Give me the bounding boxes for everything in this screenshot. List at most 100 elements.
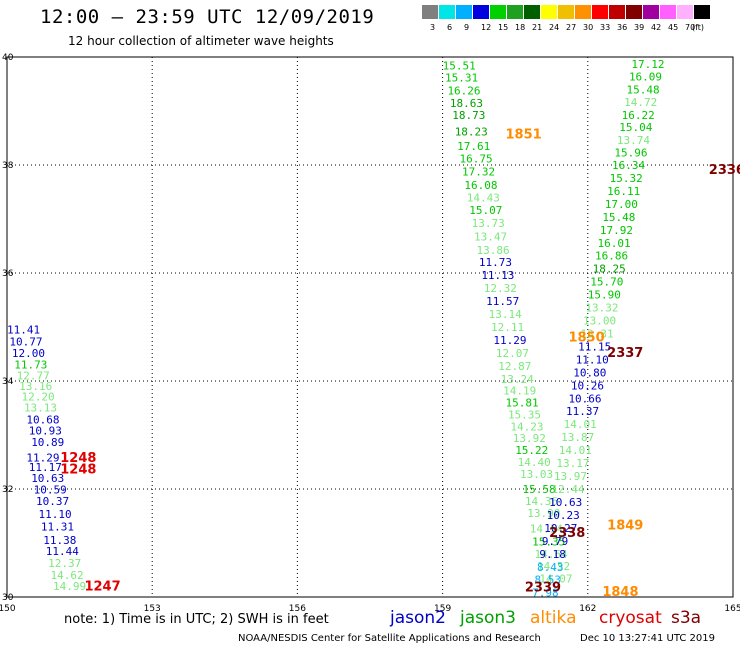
y-tick-label: 34 — [2, 377, 14, 387]
y-tick-label: 32 — [2, 485, 13, 495]
wave-height-value: 12.20 — [22, 391, 55, 404]
wave-height-value: 10.93 — [29, 425, 62, 438]
colorbar-label: 30 — [583, 23, 594, 32]
colorbar-swatch — [626, 5, 642, 19]
wave-height-value: 15.51 — [443, 60, 476, 73]
wave-height-value: 10.26 — [571, 379, 604, 392]
wave-height-value: 15.22 — [515, 444, 548, 457]
wave-height-value: 10.27 — [544, 522, 577, 535]
wave-height-value: 14.40 — [518, 456, 551, 469]
wave-height-value: 10.63 — [31, 472, 64, 485]
wave-height-value: 10.63 — [549, 496, 582, 509]
wave-height-value: 15.48 — [602, 211, 635, 224]
wave-height-value: 13.16 — [19, 380, 52, 393]
wave-height-value: 11.38 — [43, 534, 76, 547]
wave-height-value: 16.11 — [607, 185, 640, 198]
wave-height-value: 12.44 — [552, 483, 585, 496]
wave-height-value: 8.53 — [535, 574, 562, 587]
wave-height-value: 13.03 — [520, 468, 553, 481]
wave-height-value: 14.52 — [537, 560, 570, 573]
wave-height-value: 15.58 — [522, 483, 555, 496]
x-tick-label: 150 — [0, 604, 16, 614]
wave-height-value: 15.04 — [619, 121, 652, 134]
wave-height-value: 10.37 — [36, 495, 69, 508]
colorbar-label: 24 — [549, 23, 560, 32]
wave-height-value: 17.12 — [631, 58, 664, 71]
wave-height-value: 14.64 — [535, 548, 568, 561]
wave-height-value: 7.98 — [532, 587, 559, 600]
wave-height-value: 15.35 — [532, 535, 565, 548]
wave-height-value: 14.36 — [525, 495, 558, 508]
colorbar-swatch — [490, 5, 506, 19]
colorbar-swatch — [660, 5, 676, 19]
colorbar-label: 12 — [481, 23, 492, 32]
y-tick-label: 40 — [2, 53, 14, 63]
colorbar-label: 27 — [566, 23, 577, 32]
wave-height-value: 10.23 — [547, 509, 580, 522]
y-tick-label: 38 — [2, 161, 14, 171]
wave-height-value: 15.96 — [614, 147, 647, 160]
colorbar-swatch — [558, 5, 574, 19]
wave-height-value: 11.44 — [46, 545, 79, 558]
x-tick-label: 153 — [144, 604, 161, 614]
pass-time-label: 2337 — [607, 346, 643, 361]
wave-height-value: 14.72 — [624, 96, 657, 109]
wave-height-value: 11.73 — [479, 256, 512, 269]
colorbar-label: 33 — [600, 23, 611, 32]
wave-height-value: 14.43 — [467, 191, 500, 204]
wave-height-value: 15.90 — [588, 289, 621, 302]
wave-height-value: 13.92 — [513, 432, 546, 445]
wave-height-value: 13.17 — [556, 457, 589, 470]
wave-height-value: 13.13 — [24, 401, 57, 414]
wave-height-value: 11.15 — [578, 340, 611, 353]
legend-item-altika: altika — [530, 608, 577, 628]
wave-height-value: 11.31 — [41, 520, 74, 533]
wave-height-value: 10.89 — [31, 436, 64, 449]
colorbar-label: 42 — [651, 23, 662, 32]
colorbar-swatch — [677, 5, 693, 19]
wave-height-value: 16.75 — [460, 153, 493, 166]
wave-height-value: 10.66 — [568, 392, 601, 405]
wave-height-value: 11.10 — [38, 508, 71, 521]
wave-height-value: 11.17 — [29, 461, 62, 474]
wave-height-value: 17.32 — [462, 165, 495, 178]
colorbar-label: 15 — [498, 23, 509, 32]
wave-height-value: 16.01 — [597, 237, 630, 250]
footer-note: note: 1) Time is in UTC; 2) SWH is in fe… — [64, 612, 329, 627]
colorbar-swatch — [575, 5, 591, 19]
colorbar-swatch — [439, 5, 455, 19]
wave-height-value: 16.22 — [622, 109, 655, 122]
wave-height-value: 16.34 — [612, 159, 645, 172]
wave-height-value: 16.09 — [629, 70, 662, 83]
generated-timestamp: Dec 10 13:27:41 UTC 2019 — [580, 633, 715, 644]
wave-height-value: 14.99 — [53, 580, 86, 593]
pass-time-label: 1248 — [60, 462, 96, 477]
pass-time-label: 1247 — [84, 580, 120, 595]
wave-height-value: 12.32 — [484, 282, 517, 295]
wave-height-value: 13.00 — [583, 315, 616, 328]
wave-height-value: 9.18 — [539, 548, 566, 561]
wave-height-value: 13.74 — [617, 134, 650, 147]
legend-item-jason2: jason2 — [390, 608, 446, 628]
wave-height-value: 9.79 — [542, 535, 569, 548]
wave-height-value: 13.86 — [476, 244, 509, 257]
wave-height-value: 18.23 — [455, 126, 488, 139]
colorbar-swatch — [592, 5, 608, 19]
wave-height-value: 13.32 — [585, 302, 618, 315]
wave-height-value: 10.68 — [26, 413, 59, 426]
pass-time-label: 1849 — [607, 519, 643, 534]
colorbar-label: 18 — [515, 23, 526, 32]
page-subtitle: 12 hour collection of altimeter wave hei… — [68, 34, 334, 48]
pass-time-label: 1848 — [602, 585, 638, 600]
colorbar-swatch — [609, 5, 625, 19]
wave-height-value: 12.37 — [48, 557, 81, 570]
wave-height-value: 15.81 — [506, 397, 539, 410]
colorbar-swatch — [694, 5, 710, 19]
wave-height-value: 14.07 — [539, 573, 572, 586]
wave-height-value: 12.07 — [496, 347, 529, 360]
wave-height-value: 18.63 — [450, 97, 483, 110]
wave-height-value: 11.13 — [481, 269, 514, 282]
colorbar-swatch — [524, 5, 540, 19]
colorbar-label: 70 — [685, 23, 696, 32]
legend-item-jason3: jason3 — [460, 608, 516, 628]
